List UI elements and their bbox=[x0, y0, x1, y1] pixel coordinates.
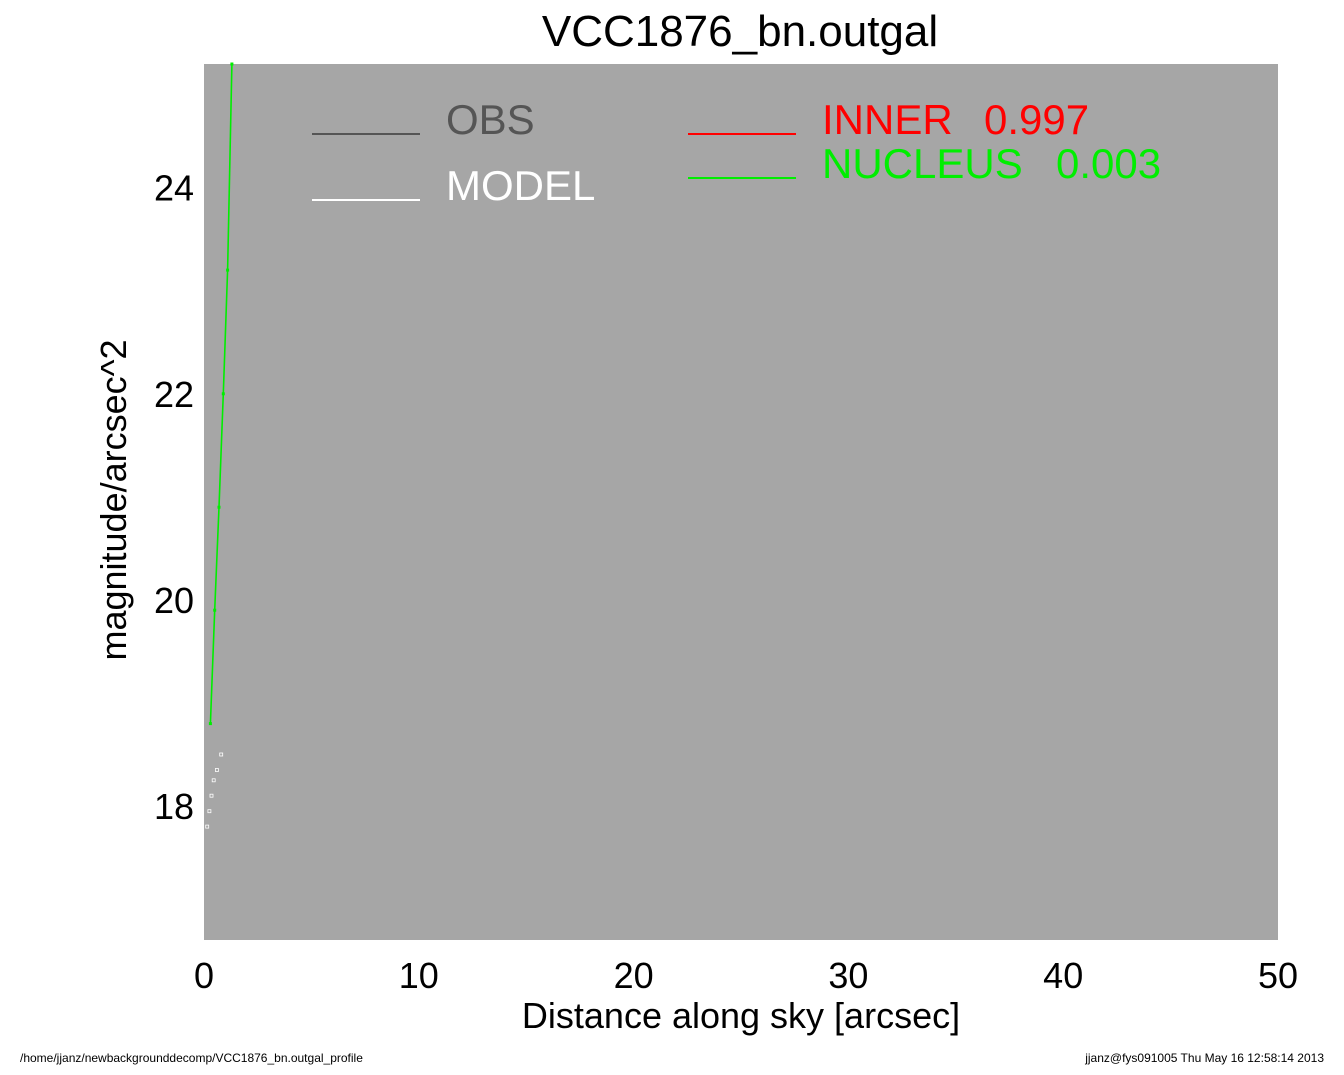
nucleus-point bbox=[230, 62, 234, 66]
nucleus-point bbox=[226, 268, 230, 272]
x-tick-labels: 0 10 20 30 40 50 bbox=[194, 955, 1298, 996]
y-tick-label: 22 bbox=[154, 374, 194, 415]
legend-value-inner: 0.997 bbox=[984, 96, 1089, 143]
model-point bbox=[219, 752, 224, 757]
model-point bbox=[214, 768, 219, 772]
x-axis-label: Distance along sky [arcsec] bbox=[522, 995, 960, 1036]
nucleus-line bbox=[209, 63, 233, 724]
legend-label-inner: INNER bbox=[822, 96, 953, 143]
chart-title: VCC1876_bn.outgal bbox=[542, 7, 938, 56]
model-point bbox=[209, 793, 214, 798]
x-tick-label: 0 bbox=[194, 955, 214, 996]
nucleus-point bbox=[208, 722, 212, 726]
x-tick-label: 20 bbox=[614, 955, 654, 996]
legend-label-nucleus: NUCLEUS bbox=[822, 140, 1023, 187]
y-axis-label: magnitude/arcsec^2 bbox=[93, 339, 134, 660]
legend-label-model: MODEL bbox=[446, 162, 595, 209]
model-point bbox=[207, 809, 212, 814]
legend-value-nucleus: 0.003 bbox=[1056, 140, 1161, 187]
legend: OBS MODEL INNER 0.997 NUCLEUS 0.003 bbox=[312, 96, 1161, 209]
footer-path: /home/jjanz/newbackgrounddecomp/VCC1876_… bbox=[20, 1051, 363, 1065]
x-tick-label: 30 bbox=[828, 955, 868, 996]
y-tick-label: 24 bbox=[154, 168, 194, 209]
plot-area bbox=[204, 64, 1278, 940]
legend-label-obs: OBS bbox=[446, 96, 535, 143]
footer-stamp: jjanz@fys091005 Thu May 16 12:58:14 2013 bbox=[1084, 1051, 1324, 1065]
x-tick-label: 40 bbox=[1043, 955, 1083, 996]
y-tick-label: 18 bbox=[154, 786, 194, 827]
y-tick-label: 20 bbox=[154, 580, 194, 621]
model-point bbox=[205, 824, 210, 829]
y-tick-labels: 18 20 22 24 bbox=[154, 168, 194, 827]
nucleus-point bbox=[221, 392, 225, 396]
x-tick-label: 10 bbox=[399, 955, 439, 996]
model-point bbox=[211, 778, 216, 783]
x-tick-label: 50 bbox=[1258, 955, 1298, 996]
nucleus-point bbox=[213, 608, 217, 612]
data-marks bbox=[205, 62, 234, 829]
nucleus-point bbox=[217, 505, 221, 509]
